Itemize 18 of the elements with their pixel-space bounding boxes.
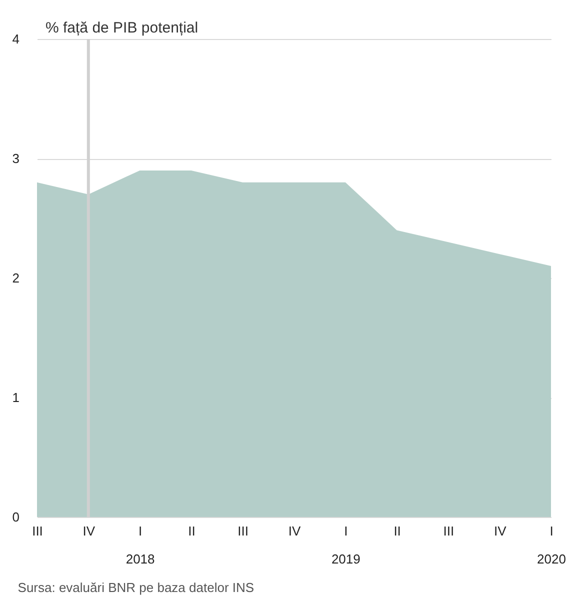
x-tick-label: III <box>443 524 454 538</box>
x-tick-label: III <box>238 524 249 538</box>
x-tick-label: IV <box>288 524 301 538</box>
y-tick-label: 1 <box>12 390 20 405</box>
y-tick-label: 2 <box>12 270 20 286</box>
x-tick-label: I 2019 <box>331 524 360 566</box>
y-tick-label: 3 <box>12 151 20 166</box>
x-tick-label: II <box>188 524 196 538</box>
y-tick-label: 0 <box>12 510 20 524</box>
x-tick-label: III <box>32 524 43 538</box>
x-tick-label: I 2020 <box>537 524 566 566</box>
x-tick-label: I 2018 <box>126 524 155 566</box>
y-tick-label: 4 <box>12 32 20 46</box>
x-tick-label: IV <box>82 524 96 538</box>
x-tick-label: II <box>394 524 401 538</box>
x-tick-label: IV <box>494 524 507 538</box>
text: Sursa: evaluări BNR pe baza datelor INS <box>18 580 254 595</box>
y-axis-title: % față de PIB potențial <box>46 20 198 36</box>
